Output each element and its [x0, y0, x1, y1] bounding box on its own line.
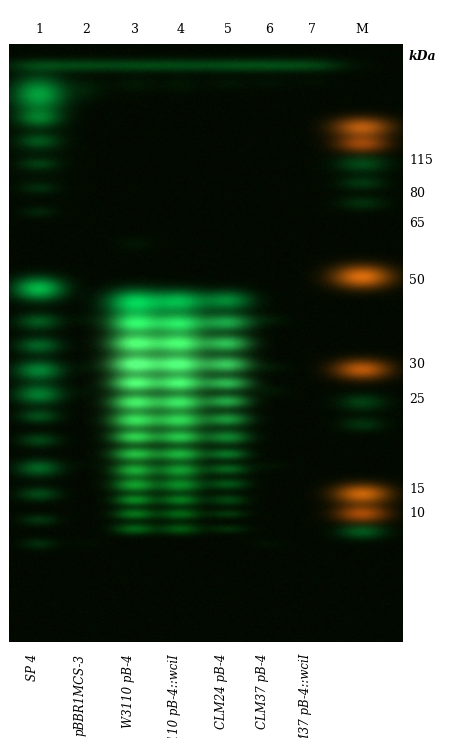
Text: 115: 115 [409, 154, 433, 168]
Text: 30: 30 [409, 358, 425, 370]
Text: M: M [355, 24, 368, 36]
Text: W3110 pB-4: W3110 pB-4 [122, 654, 136, 728]
Text: CLM37 pB-4::wciI: CLM37 pB-4::wciI [300, 654, 312, 738]
Text: 1: 1 [35, 24, 43, 36]
Text: 3: 3 [131, 24, 139, 36]
Text: pBBR1MCS-3: pBBR1MCS-3 [73, 654, 86, 736]
Text: kDa: kDa [409, 49, 437, 63]
Text: 25: 25 [409, 393, 425, 407]
Text: 15: 15 [409, 483, 425, 496]
Text: CLM24 pB-4: CLM24 pB-4 [215, 654, 228, 729]
Text: 80: 80 [409, 187, 425, 200]
Text: 2: 2 [82, 24, 90, 36]
Text: W3110 pB-4::wciI: W3110 pB-4::wciI [168, 654, 181, 738]
Text: 5: 5 [224, 24, 232, 36]
Text: 7: 7 [309, 24, 316, 36]
Text: 6: 6 [265, 24, 273, 36]
Text: CLM37 pB-4: CLM37 pB-4 [256, 654, 269, 729]
Text: 50: 50 [409, 274, 425, 287]
Text: SP 4: SP 4 [26, 654, 39, 681]
Text: 65: 65 [409, 217, 425, 230]
Text: 10: 10 [409, 507, 425, 520]
Text: 4: 4 [177, 24, 184, 36]
